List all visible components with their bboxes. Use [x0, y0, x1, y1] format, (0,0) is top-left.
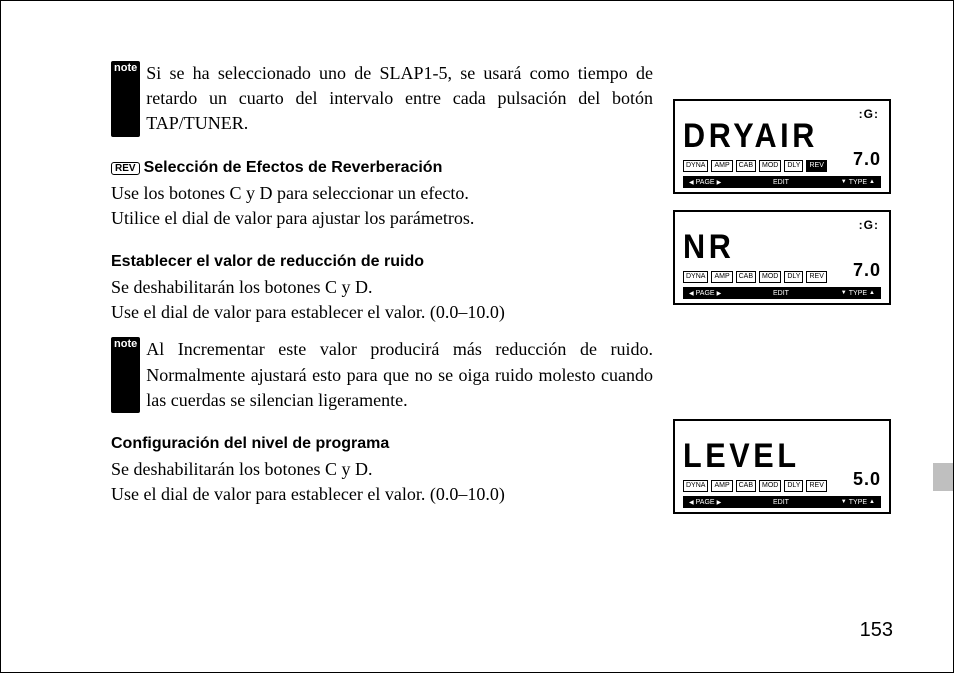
section-line: Use el dial de valor para establecer el … — [111, 482, 653, 507]
nr-note-block: note Al Incrementar este valor producirá… — [111, 337, 653, 413]
bar-edit: EDIT — [773, 290, 789, 297]
lcd-tags: DYNAAMP CABMODDLYREV — [683, 480, 827, 492]
lcd-tag: MOD — [759, 160, 781, 172]
section-line: Se deshabilitarán los botones C y D. — [111, 275, 653, 300]
lcd-tag: CAB — [736, 160, 756, 172]
lcd-tag: DLY — [784, 271, 803, 283]
lcd-tag: CAB — [736, 480, 756, 492]
section-line: Use los botones C y D para seleccionar u… — [111, 181, 653, 206]
lcd-tag: CAB — [736, 271, 756, 283]
lcd-tag: DYNA — [683, 271, 708, 283]
content-row: note Si se ha seleccionado uno de SLAP1-… — [111, 61, 893, 529]
bar-type: TYPE — [841, 499, 875, 506]
lcd-tag: MOD — [759, 480, 781, 492]
lcd-main-text: LEVEL — [683, 437, 861, 476]
section-heading: Configuración del nivel de programa — [111, 435, 653, 453]
rev-label: REV — [111, 162, 140, 175]
lcd-tag: AMP — [711, 271, 732, 283]
section-heading: REV Selección de Efectos de Reverberación — [111, 159, 653, 177]
page-number: 153 — [860, 619, 893, 642]
lcd-value: 7.0 — [853, 260, 881, 281]
lcd-main-text: NR — [683, 228, 861, 267]
lcd-tag: DYNA — [683, 480, 708, 492]
intro-note-block: note Si se ha seleccionado uno de SLAP1-… — [111, 61, 653, 137]
section-heading: Establecer el valor de reducción de ruid… — [111, 253, 653, 271]
lcd-bottom-bar: PAGE EDIT TYPE — [683, 176, 881, 188]
lcd-tag: AMP — [711, 160, 732, 172]
dial-icon: :G: — [859, 218, 879, 232]
dial-icon: :G: — [859, 107, 879, 121]
lcd-tag: AMP — [711, 480, 732, 492]
section-line: Se deshabilitarán los botones C y D. — [111, 457, 653, 482]
nr-note-text: Al Incrementar este valor producirá más … — [146, 337, 653, 413]
lcd-tag: REV — [806, 271, 826, 283]
text-column: note Si se ha seleccionado uno de SLAP1-… — [111, 61, 653, 529]
lcd-column: :G:DRYAIRDYNAAMPCABMODDLYREV7.0PAGEEDITT… — [673, 61, 893, 529]
section-program-level: Configuración del nivel de programa Se d… — [111, 435, 653, 507]
note-icon: note — [111, 61, 140, 137]
lcd-tag: DLY — [784, 160, 803, 172]
manual-page: note Si se ha seleccionado uno de SLAP1-… — [0, 0, 954, 673]
lcd-display: :G:DRYAIR DYNAAMP CABMODDLYREV 7.0 PAGE EDIT T… — [673, 99, 891, 194]
lcd-main-text: DRYAIR — [683, 117, 861, 156]
side-tab — [933, 463, 953, 491]
section-line: Utilice el dial de valor para ajustar lo… — [111, 206, 653, 231]
section-line: Use el dial de valor para establecer el … — [111, 300, 653, 325]
bar-edit: EDIT — [773, 179, 789, 186]
bar-page: PAGE — [689, 179, 721, 186]
lcd-tags: DYNAAMP CABMODDLYREV — [683, 271, 827, 283]
lcd-tags: DYNAAMP CABMODDLYREV — [683, 160, 827, 172]
lcd-tag: DYNA — [683, 160, 708, 172]
section-reverb: REV Selección de Efectos de Reverberación… — [111, 159, 653, 231]
bar-type: TYPE — [841, 179, 875, 186]
lcd-tag: MOD — [759, 271, 781, 283]
lcd-bottom-bar: PAGE EDIT TYPE — [683, 287, 881, 299]
lcd-display: :G:NR DYNAAMP CABMODDLYREV 7.0 PAGE EDIT TYPE — [673, 210, 891, 305]
bar-edit: EDIT — [773, 499, 789, 506]
heading-text: Selección de Efectos de Reverberación — [144, 159, 443, 176]
lcd-value: 5.0 — [853, 469, 881, 490]
lcd-bottom-bar: PAGE EDIT TYPE — [683, 496, 881, 508]
bar-page: PAGE — [689, 290, 721, 297]
intro-note-text: Si se ha seleccionado uno de SLAP1-5, se… — [146, 61, 653, 137]
note-icon: note — [111, 337, 140, 413]
lcd-display: LEVEL DYNAAMP CABMODDLYREV 5.0 PAGE EDIT TYPE — [673, 419, 891, 514]
lcd-tag: REV — [806, 480, 826, 492]
bar-type: TYPE — [841, 290, 875, 297]
section-noise-reduction: Establecer el valor de reducción de ruid… — [111, 253, 653, 413]
lcd-value: 7.0 — [853, 149, 881, 170]
lcd-spacer — [673, 321, 893, 403]
lcd-tag: DLY — [784, 480, 803, 492]
lcd-tag: REV — [806, 160, 826, 172]
bar-page: PAGE — [689, 499, 721, 506]
